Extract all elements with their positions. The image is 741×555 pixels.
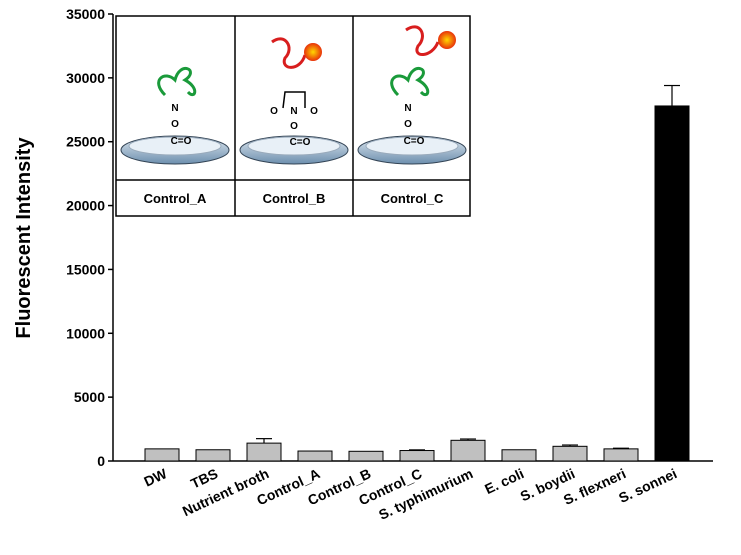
y-tick-label: 35000 [66, 6, 105, 22]
y-tick-label: 10000 [66, 325, 105, 341]
atom: N [171, 103, 178, 114]
disc [120, 135, 467, 165]
fluorophore [438, 31, 456, 49]
atom: N [404, 103, 411, 114]
panel-label: Control_A [144, 191, 207, 206]
bar [144, 448, 180, 462]
atom: O [171, 119, 179, 130]
bar [552, 445, 588, 462]
atom: O [404, 119, 412, 130]
linker [282, 91, 306, 109]
inset: N O C=O O N O O C=O N O C=O Control_A Co… [115, 15, 471, 217]
x-tick-label: DW [141, 465, 170, 490]
bar [246, 442, 282, 462]
probe [157, 67, 197, 97]
y-tick-label: 25000 [66, 134, 105, 150]
bar [297, 450, 333, 462]
atom: O [310, 106, 318, 117]
bar [399, 450, 435, 462]
y-tick-label: 5000 [74, 389, 105, 405]
target [271, 37, 307, 69]
bar [603, 448, 639, 462]
atom: C=O [290, 137, 311, 148]
bar [501, 449, 537, 462]
bar [195, 449, 231, 462]
atom: C=O [171, 136, 192, 147]
y-tick-label: 15000 [66, 261, 105, 277]
panel-label: Control_B [263, 191, 326, 206]
atom: O [270, 106, 278, 117]
atom: C=O [404, 136, 425, 147]
y-tick-label: 20000 [66, 198, 105, 214]
bar [654, 105, 690, 462]
atom: N [290, 106, 297, 117]
y-tick-label: 30000 [66, 70, 105, 86]
x-tick-label: S. sonnei [616, 465, 679, 506]
probe [390, 67, 430, 97]
y-axis-title: Fluorescent Intensity [13, 137, 35, 339]
bar [348, 450, 384, 462]
y-tick-label: 0 [97, 453, 105, 469]
atom: O [290, 121, 298, 132]
fluorophore [304, 43, 322, 61]
bar [450, 439, 486, 462]
target [405, 25, 440, 56]
panel-label: Control_C [381, 191, 444, 206]
